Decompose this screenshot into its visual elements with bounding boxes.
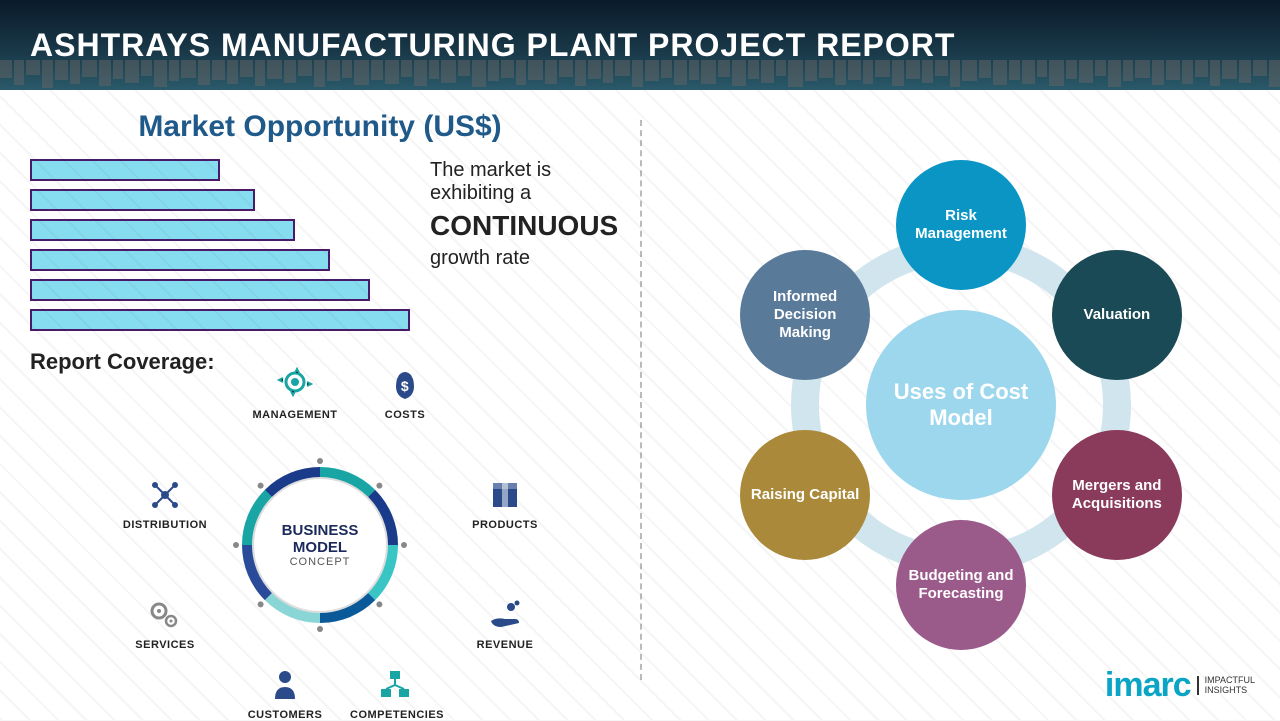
bm-item-label: PRODUCTS [460,519,550,531]
bm-item-revenue: REVENUE [460,595,550,651]
gear-bulb-icon [275,365,315,405]
bm-center-sub: CONCEPT [290,556,351,568]
brand-logo: imarc IMPACTFUL INSIGHTS [1105,666,1255,705]
growth-text-block: The market is exhibiting a CONTINUOUS gr… [430,159,618,339]
bm-item-label: CUSTOMERS [240,709,330,721]
bm-item-costs: $ COSTS [360,365,450,421]
bar-item [30,189,255,211]
growth-big: CONTINUOUS [430,210,618,242]
page-title: ASHTRAYS MANUFACTURING PLANT PROJECT REP… [30,27,955,64]
growth-line2: growth rate [430,247,618,270]
bm-item-label: COSTS [360,409,450,421]
bm-item-distribution: DISTRIBUTION [120,475,210,531]
cd-node: Risk Management [896,160,1026,290]
business-model-diagram: BUSINESS MODEL CONCEPT MANAGEMENT $ COSTS P… [30,365,610,695]
logo-text: imarc [1105,666,1191,705]
bm-center-l2: MODEL [293,539,347,556]
bm-item-label: MANAGEMENT [250,409,340,421]
bm-center-l1: BUSINESS [282,522,359,539]
cd-node: Valuation [1052,250,1182,380]
right-panel: Uses of Cost Model Risk ManagementValuat… [642,90,1280,720]
org-icon [375,665,415,705]
skyline-decoration [0,60,1280,90]
bm-item-products: PRODUCTS [460,475,550,531]
bm-item-competencies: COMPETENCIES [350,665,440,721]
cd-node: Budgeting and Forecasting [896,520,1026,650]
bm-center: BUSINESS MODEL CONCEPT [252,477,388,613]
cd-node: Mergers and Acquisitions [1052,430,1182,560]
bm-item-label: SERVICES [120,639,210,651]
bar-chart [30,159,410,339]
left-panel: Market Opportunity (US$) The market is e… [0,90,640,720]
bm-item-label: DISTRIBUTION [120,519,210,531]
logo-tagline: IMPACTFUL INSIGHTS [1197,676,1255,696]
market-title: Market Opportunity (US$) [30,110,610,144]
bar-item [30,279,370,301]
growth-line1: The market is exhibiting a [430,159,618,205]
cd-center: Uses of Cost Model [866,310,1056,500]
network-icon [145,475,185,515]
bar-item [30,219,295,241]
bm-item-management: MANAGEMENT [250,365,340,421]
cd-node: Informed Decision Making [740,250,870,380]
bm-item-label: COMPETENCIES [350,709,440,721]
bm-item-customers: CUSTOMERS [240,665,330,721]
box-icon [485,475,525,515]
bm-item-label: REVENUE [460,639,550,651]
svg-text:$: $ [401,378,409,394]
cost-model-diagram: Uses of Cost Model Risk ManagementValuat… [711,155,1211,655]
cd-center-label: Uses of Cost Model [866,379,1056,431]
bm-item-services: SERVICES [120,595,210,651]
header-banner: ASHTRAYS MANUFACTURING PLANT PROJECT REP… [0,0,1280,90]
person-icon [265,665,305,705]
bar-item [30,159,220,181]
bar-item [30,249,330,271]
money-bag-icon: $ [385,365,425,405]
hand-coin-icon [485,595,525,635]
bar-item [30,309,410,331]
gears-icon [145,595,185,635]
cd-node: Raising Capital [740,430,870,560]
